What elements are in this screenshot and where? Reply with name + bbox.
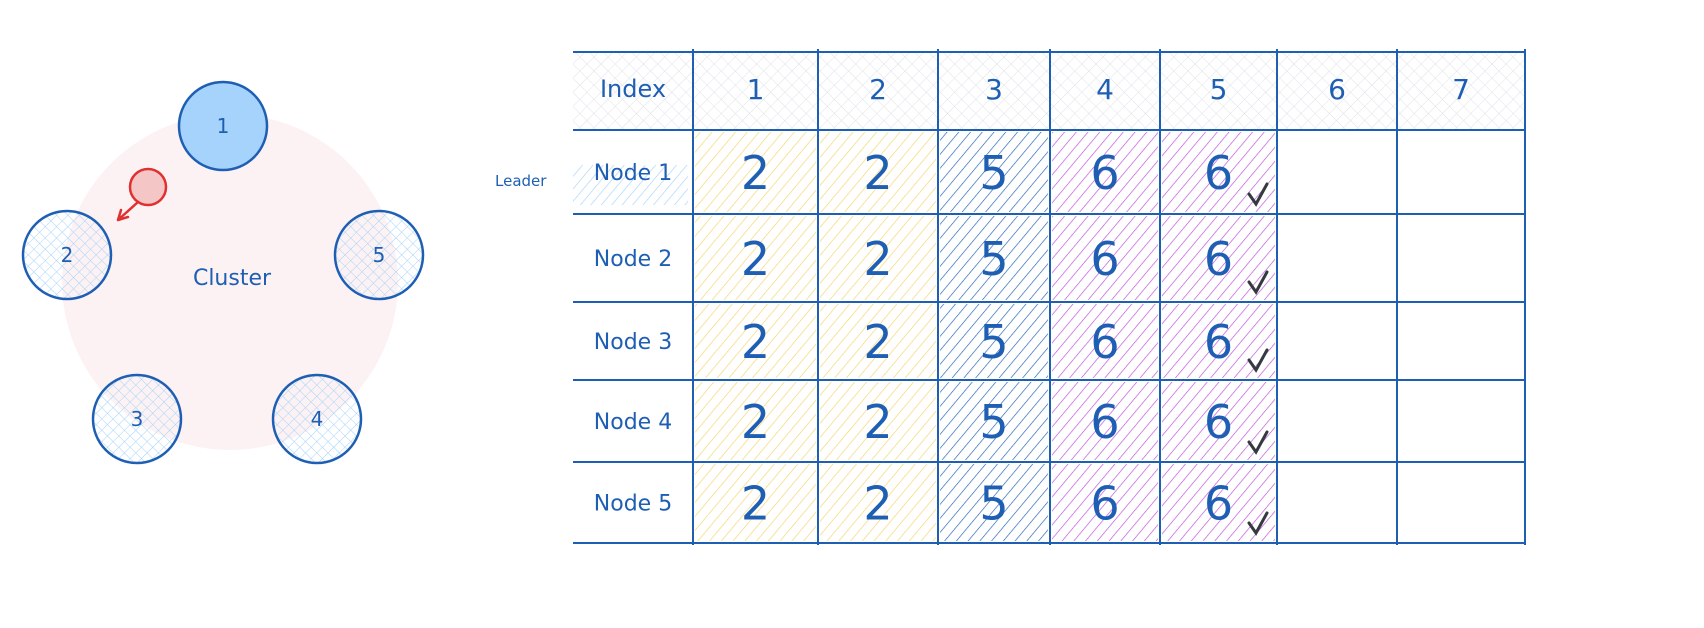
- index-header-1: 1: [747, 73, 765, 106]
- checkmark-icon: [1247, 430, 1269, 455]
- log-entry-term: 6: [1204, 477, 1233, 531]
- table-row: Node 2 2 2 5 6 6: [594, 216, 1275, 300]
- log-entry-fill: [940, 132, 1048, 212]
- log-entry-fill: [1052, 382, 1158, 460]
- log-entry-term: 6: [1090, 315, 1119, 369]
- row-label: Node 3: [594, 330, 672, 355]
- log-entry-term: 5: [979, 315, 1008, 369]
- cluster-node-1: 1: [177, 80, 269, 172]
- index-header-4: 4: [1096, 73, 1114, 106]
- log-table: Index 1 2 3 4 5 6 7 Leader Node 1 2 2 5 6 6 Node 2 2 2 5 6 6…: [495, 49, 1526, 545]
- log-entry-term: 2: [741, 395, 770, 449]
- table-row: Node 1 2 2 5 6 6: [594, 132, 1275, 212]
- row-label: Node 2: [594, 247, 672, 272]
- log-entry-fill: [695, 382, 816, 460]
- log-entry-term: 2: [741, 315, 770, 369]
- log-entry-term: 6: [1204, 395, 1233, 449]
- log-entry-fill: [1052, 464, 1158, 541]
- row-label: Node 4: [594, 410, 672, 435]
- log-entry-term: 6: [1090, 395, 1119, 449]
- log-entry-term: 5: [979, 395, 1008, 449]
- node-circle: [271, 373, 363, 465]
- cluster-node-3: 3: [91, 373, 183, 465]
- log-entry-term: 2: [863, 146, 892, 200]
- log-entry-fill: [940, 304, 1048, 378]
- log-entry-term: 2: [741, 232, 770, 286]
- log-entry-term: 6: [1090, 146, 1119, 200]
- leader-highlight: [573, 165, 688, 205]
- log-entry-fill: [820, 382, 936, 460]
- message: [116, 167, 168, 222]
- log-entry-term: 2: [863, 477, 892, 531]
- table-row: Node 3 2 2 5 6 6: [594, 304, 1275, 378]
- checkmark-icon: [1247, 511, 1269, 536]
- index-header-3: 3: [985, 73, 1003, 106]
- message-circle: [128, 167, 168, 207]
- log-entry-fill: [695, 464, 816, 541]
- log-entry-term: 5: [979, 146, 1008, 200]
- node-circle: [91, 373, 183, 465]
- checkmark-icon: [1247, 348, 1269, 373]
- message-arrow-icon: [116, 200, 140, 222]
- log-entry-fill: [940, 216, 1048, 300]
- checkmark-icon: [1247, 182, 1269, 207]
- log-entry-fill: [1052, 304, 1158, 378]
- checkmark-icon: [1247, 270, 1269, 295]
- log-entry-fill: [820, 464, 936, 541]
- log-entry-fill: [695, 132, 816, 212]
- log-entry-term: 5: [979, 477, 1008, 531]
- log-entry-fill: [820, 132, 936, 212]
- row-label: Node 1: [594, 161, 672, 186]
- table-row: Node 4 2 2 5 6 6: [594, 382, 1275, 460]
- node-label: 1: [217, 114, 230, 138]
- log-entry-term: 6: [1204, 146, 1233, 200]
- log-entry-fill: [1052, 216, 1158, 300]
- cluster-node-5: 5: [333, 209, 425, 301]
- log-entry-term: 2: [741, 146, 770, 200]
- log-entry-term: 6: [1204, 315, 1233, 369]
- cluster-node-4: 4: [271, 373, 363, 465]
- log-entry-term: 2: [741, 477, 770, 531]
- node-label: 2: [61, 243, 74, 267]
- log-entry-fill: [1052, 132, 1158, 212]
- index-header-6: 6: [1328, 73, 1346, 106]
- node-circle: [333, 209, 425, 301]
- header-index-label: Index: [600, 75, 666, 103]
- index-header-2: 2: [869, 73, 887, 106]
- leader-label: Leader: [495, 172, 547, 190]
- log-entry-term: 5: [979, 232, 1008, 286]
- node-circle: [21, 209, 113, 301]
- row-label: Node 5: [594, 492, 672, 517]
- log-entry-fill: [695, 304, 816, 378]
- log-entry-fill: [695, 216, 816, 300]
- node-label: 3: [131, 407, 144, 431]
- log-entry-fill: [1162, 464, 1275, 541]
- log-entry-fill: [1162, 132, 1275, 212]
- log-entry-term: 2: [863, 232, 892, 286]
- log-entry-fill: [1162, 304, 1275, 378]
- log-entry-fill: [940, 382, 1048, 460]
- node-label: 4: [311, 407, 324, 431]
- table-row: Node 5 2 2 5 6 6: [594, 464, 1275, 541]
- log-entry-term: 6: [1204, 232, 1233, 286]
- log-entry-term: 6: [1090, 232, 1119, 286]
- log-entry-fill: [820, 304, 936, 378]
- log-entry-term: 2: [863, 315, 892, 369]
- node-circle: [177, 80, 269, 172]
- log-entry-term: 2: [863, 395, 892, 449]
- log-entry-fill: [1162, 382, 1275, 460]
- log-entry-fill: [1162, 216, 1275, 300]
- cluster-label: Cluster: [193, 266, 272, 291]
- cluster-group: Cluster 1 2 3 4 5: [21, 80, 425, 465]
- log-entry-term: 6: [1090, 477, 1119, 531]
- log-entry-fill: [820, 216, 936, 300]
- index-header-5: 5: [1210, 73, 1228, 106]
- cluster-node-2: 2: [21, 209, 113, 301]
- index-header-7: 7: [1452, 73, 1470, 106]
- node-label: 5: [373, 243, 386, 267]
- log-entry-fill: [940, 464, 1048, 541]
